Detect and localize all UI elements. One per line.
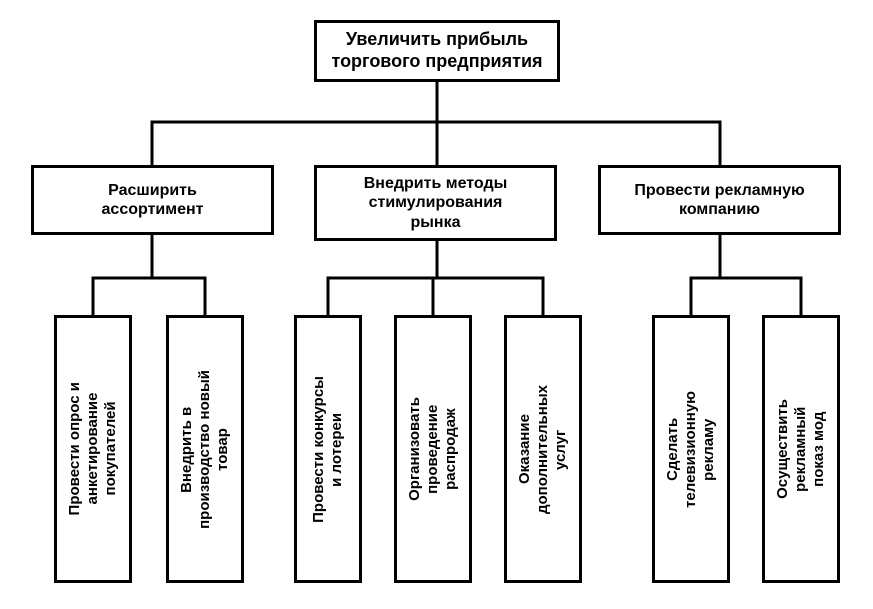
leaf-node-2: Внедрить в производство новый товар xyxy=(166,315,244,583)
leaf-node-3: Провести конкурсы и лотереи xyxy=(294,315,362,583)
leaf-node-1-label: Провести опрос и анкетирование покупател… xyxy=(66,382,120,515)
mid-node-2-label: Внедрить методы стимулирования рынка xyxy=(364,174,508,232)
root-label: Увеличить прибыль торгового предприятия xyxy=(331,29,542,72)
leaf-node-4-label: Организовать проведение распродаж xyxy=(406,397,460,501)
mid-node-1: Расширить ассортимент xyxy=(31,165,274,235)
leaf-node-7-label: Осуществить рекламный показ мод xyxy=(774,399,828,499)
leaf-node-2-label: Внедрить в производство новый товар xyxy=(178,370,232,529)
mid-node-2: Внедрить методы стимулирования рынка xyxy=(314,165,557,241)
leaf-node-6: Сделать телевизионную рекламу xyxy=(652,315,730,583)
mid-node-3: Провести рекламную компанию xyxy=(598,165,841,235)
leaf-node-6-label: Сделать телевизионную рекламу xyxy=(664,391,718,508)
mid-node-3-label: Провести рекламную компанию xyxy=(634,181,804,219)
leaf-node-5-label: Оказание дополнительных услуг xyxy=(516,385,570,514)
diagram-canvas: Увеличить прибыль торгового предприятия … xyxy=(0,0,873,609)
root-node: Увеличить прибыль торгового предприятия xyxy=(314,20,560,82)
leaf-node-4: Организовать проведение распродаж xyxy=(394,315,472,583)
leaf-node-5: Оказание дополнительных услуг xyxy=(504,315,582,583)
leaf-node-1: Провести опрос и анкетирование покупател… xyxy=(54,315,132,583)
leaf-node-3-label: Провести конкурсы и лотереи xyxy=(310,376,346,523)
leaf-node-7: Осуществить рекламный показ мод xyxy=(762,315,840,583)
mid-node-1-label: Расширить ассортимент xyxy=(102,181,204,219)
